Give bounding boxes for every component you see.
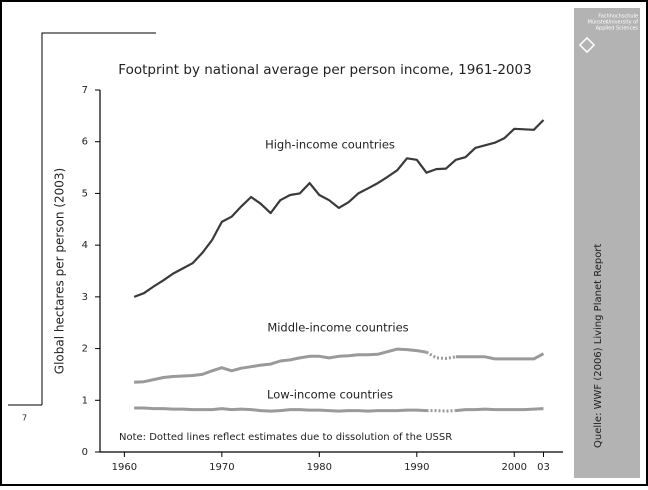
logo-text: Fachhochschule <box>598 14 638 20</box>
series-label: Low-income countries <box>267 388 393 402</box>
y-axis-label: Global hectares per person (2003) <box>53 168 67 374</box>
logo-text: University of <box>606 20 638 26</box>
slide-number: 7 <box>22 414 27 423</box>
y-tick-label: 1 <box>82 395 88 406</box>
logo-icon <box>578 36 596 54</box>
x-tick-label: 03 <box>537 462 550 473</box>
x-tick-label: 2000 <box>502 462 527 473</box>
margin-line <box>41 32 156 405</box>
x-tick-label: 1990 <box>404 462 429 473</box>
series-line <box>426 409 456 413</box>
logo-text: Münster <box>588 20 609 26</box>
series-line <box>134 347 427 384</box>
series-line <box>455 352 545 361</box>
series-line <box>425 350 457 360</box>
y-tick-label: 2 <box>82 344 88 355</box>
series-line <box>134 406 427 413</box>
series-line <box>455 407 544 413</box>
y-tick-label: 3 <box>82 292 88 303</box>
x-tick-label: 1980 <box>307 462 332 473</box>
y-tick-label: 0 <box>82 447 88 458</box>
y-tick-label: 7 <box>82 85 88 96</box>
series-label: High-income countries <box>265 138 395 152</box>
logo-text: Applied Sciences <box>596 26 639 32</box>
y-tick-label: 4 <box>82 240 88 251</box>
sidebar <box>574 8 640 478</box>
source-text: Quelle: WWF (2006) Living Planet Report <box>593 244 604 448</box>
x-tick-label: 1960 <box>112 462 137 473</box>
y-tick-label: 5 <box>82 188 88 199</box>
chart-title: Footprint by national average per person… <box>118 62 531 78</box>
y-tick-label: 6 <box>82 137 88 148</box>
series-line <box>133 119 545 298</box>
x-tick-label: 1970 <box>209 462 234 473</box>
note: Note: Dotted lines reflect estimates due… <box>119 432 452 443</box>
series-label: Middle-income countries <box>267 321 408 335</box>
